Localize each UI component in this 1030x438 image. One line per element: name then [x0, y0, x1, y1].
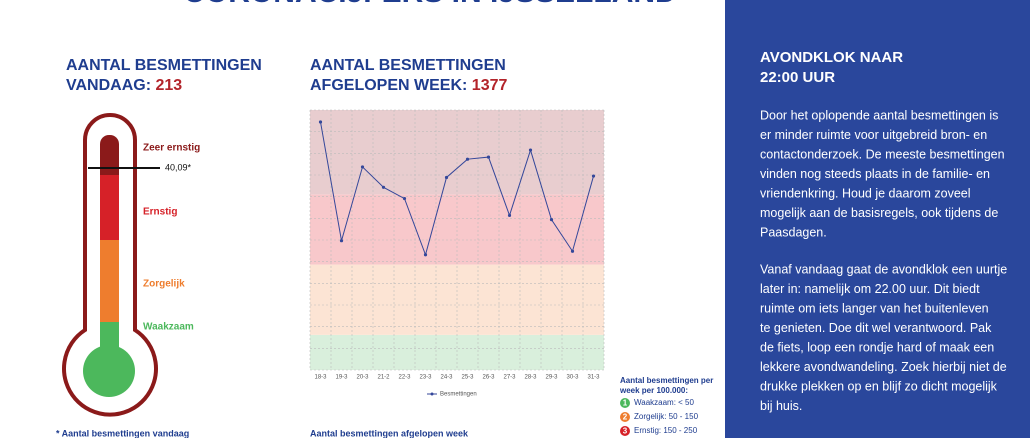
x-tick-label: 26-3 [482, 375, 495, 381]
legend-label: Besmettingen [440, 392, 477, 398]
legend-item: Waakzaam: < 50 [634, 398, 695, 407]
data-point [444, 175, 449, 180]
series-line [320, 121, 594, 257]
today-value: 213 [155, 77, 182, 94]
panel-text: drukke plekken op en blijf zo dicht moge… [760, 379, 998, 393]
side-panel [725, 0, 1030, 438]
header-title: CORONACIJFERS IN IJSSELLAND [183, 0, 676, 9]
legend-badge [620, 426, 630, 436]
panel-text: mogelijk aan de basisregels, ook tijdens… [760, 206, 998, 220]
legend-badge [620, 412, 630, 422]
x-tick-label: 29-3 [545, 375, 558, 381]
today-note: * Aantal besmettingen vandaag [56, 428, 189, 438]
legend-item: Zorgelijk: 50 - 150 [634, 412, 699, 421]
level-label: Zorgelijk [143, 279, 185, 290]
chart-total: 1377 [472, 77, 508, 94]
level-zeer-ernstig [100, 135, 119, 185]
x-tick-label: 31-3 [587, 375, 600, 381]
data-point [339, 239, 344, 243]
data-point [486, 155, 491, 159]
level-label: Ernstig [143, 207, 177, 218]
legend-number: 1 [623, 399, 628, 408]
level-waakzaam [100, 322, 119, 352]
threshold-band [310, 334, 604, 370]
today-title: VANDAAG: 213 [66, 77, 182, 94]
panel-text: vinden nog steeds plaats in de familie- … [760, 167, 990, 181]
panel-text: bij huis. [760, 399, 802, 413]
legend-swatch [430, 392, 434, 396]
panel-title: AVONDKLOK NAAR [760, 49, 903, 66]
legend-title: week per 100.000: [619, 386, 688, 395]
x-tick-label: 20-3 [356, 375, 369, 381]
x-tick-label: 23-3 [419, 375, 432, 381]
today-label: VANDAAG: [66, 77, 151, 94]
legend-title: Aantal besmettingen per [620, 376, 713, 385]
data-point [402, 196, 407, 201]
panel-text: ruimte om iets langer van het buitenleve… [760, 301, 989, 315]
x-tick-label: 30-3 [566, 375, 579, 381]
data-point [423, 253, 428, 257]
panel-text: Paasdagen. [760, 225, 827, 239]
panel-title: 22:00 UUR [760, 69, 835, 86]
data-point [507, 213, 512, 218]
chart-title-label: AFGELOPEN WEEK: [310, 77, 467, 94]
x-tick-label: 24-3 [440, 375, 453, 381]
data-point [528, 148, 533, 152]
level-zorgelijk [100, 240, 119, 322]
chart-title: AFGELOPEN WEEK: 1377 [310, 77, 507, 94]
panel-text: Door het oplopende aantal besmettingen i… [760, 108, 998, 122]
legend-number: 3 [623, 427, 628, 436]
x-tick-label: 18-3 [314, 375, 327, 381]
legend-badge [620, 398, 630, 408]
x-tick-label: 21-2 [377, 375, 390, 381]
marker-label: 40,09* [165, 162, 192, 172]
panel-text: te genieten. Doe dit wel verantwoord. Pa… [760, 321, 992, 335]
data-point [360, 165, 365, 169]
panel-text: de fiets, loop een rondje hard of maak e… [760, 340, 994, 354]
legend-item: Ernstig: 150 - 250 [634, 426, 698, 435]
data-point [381, 185, 386, 189]
chart-note: Aantal besmettingen afgelopen week [310, 428, 469, 438]
panel-text: vriendenkring. Houd je daarom zoveel [760, 186, 971, 200]
level-label: Zeer ernstig [143, 143, 200, 154]
panel-text: Vanaf vandaag gaat de avondklok een uurt… [760, 262, 1007, 276]
data-point [570, 249, 575, 253]
thermometer-bulb [83, 345, 135, 397]
chart-title: AANTAL BESMETTINGEN [310, 57, 506, 74]
data-point [465, 157, 470, 161]
x-tick-label: 25-3 [461, 375, 474, 381]
panel-text: contactonderzoek. De meeste besmettingen [760, 147, 1005, 161]
x-tick-label: 27-3 [503, 375, 516, 381]
x-tick-label: 19-3 [335, 375, 348, 381]
today-title: AANTAL BESMETTINGEN [66, 57, 262, 74]
legend-number: 2 [623, 413, 628, 422]
panel-text: later in: namelijk om 22.00 uur. Dit bie… [760, 282, 980, 296]
data-point [591, 174, 596, 178]
x-tick-label: 22-3 [398, 375, 411, 381]
data-point [549, 218, 554, 222]
level-label: Waakzaam [143, 322, 194, 333]
data-point [318, 120, 323, 124]
panel-text: lekkere avondwandeling. Zoek hierbij nie… [760, 360, 1007, 374]
x-tick-label: 28-3 [524, 375, 537, 381]
level-ernstig [100, 175, 119, 240]
panel-text: er minder ruimte voor uitgebreid bron- e… [760, 128, 987, 142]
